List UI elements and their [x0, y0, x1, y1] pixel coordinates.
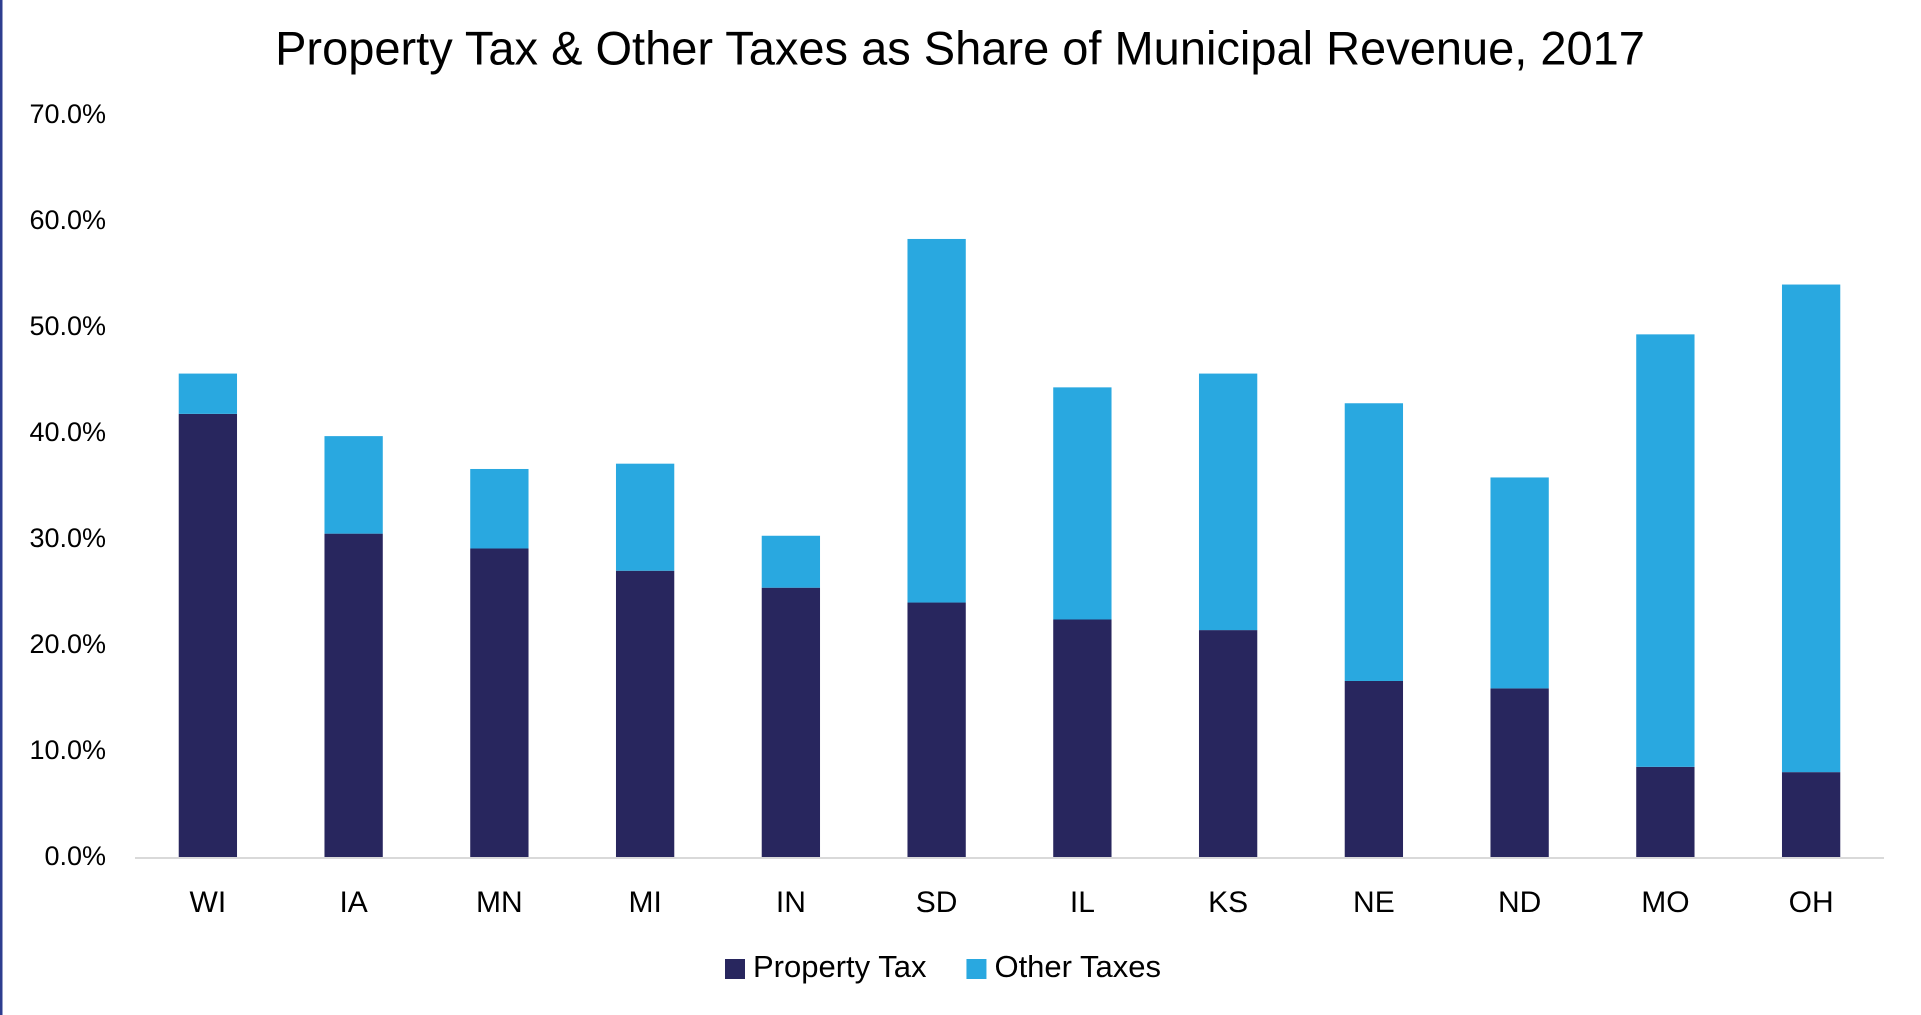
bar-segment: [907, 602, 966, 858]
bar-segment: [178, 413, 238, 858]
x-tick-label: NE: [1353, 886, 1395, 919]
bar-segment: [1053, 619, 1112, 858]
y-tick-label: 60.0%: [29, 205, 106, 235]
y-tick-label: 30.0%: [29, 523, 106, 553]
bar-segment: [324, 533, 383, 858]
chart-title: Property Tax & Other Taxes as Share of M…: [275, 21, 1645, 74]
bar-segment: [1636, 334, 1695, 767]
bar-segment: [1198, 373, 1258, 631]
x-tick-label: IN: [776, 886, 806, 919]
bar-segment: [1053, 387, 1112, 620]
bar-segment: [470, 468, 529, 549]
bar-segment: [1490, 477, 1549, 689]
bar-segment: [615, 463, 675, 571]
x-tick-label: IL: [1070, 886, 1095, 919]
legend-label: Other Taxes: [994, 949, 1161, 984]
legend-label: Property Tax: [753, 949, 927, 984]
y-tick-label: 20.0%: [29, 629, 106, 659]
y-tick-label: 0.0%: [44, 841, 106, 871]
bar-segment: [615, 570, 675, 858]
bar-segment: [1781, 284, 1841, 773]
x-tick-label: KS: [1208, 886, 1248, 919]
bar-segment: [1490, 688, 1549, 858]
x-tick-label: ND: [1498, 886, 1541, 919]
x-tick-label: MI: [628, 886, 661, 919]
x-tick-label: OH: [1789, 886, 1834, 919]
y-tick-label: 10.0%: [29, 735, 106, 765]
bar-segment: [178, 373, 238, 414]
bar-segment: [761, 587, 821, 858]
x-tick-label: SD: [916, 886, 958, 919]
bar-segment: [1344, 403, 1404, 681]
bar-segment: [907, 238, 966, 603]
legend-swatch: [966, 959, 987, 979]
bar-segment: [1636, 766, 1695, 858]
bar-segment: [1781, 772, 1841, 858]
bar-segment: [1198, 630, 1258, 858]
legend-swatch: [725, 959, 745, 979]
bar-segment: [470, 548, 529, 858]
x-tick-label: MO: [1641, 886, 1689, 919]
x-tick-label: MN: [476, 886, 523, 919]
x-tick-label: IA: [339, 886, 367, 919]
bar-segment: [761, 535, 821, 588]
bar-segment: [1344, 680, 1404, 858]
y-tick-label: 50.0%: [29, 311, 106, 341]
x-tick-label: WI: [190, 886, 227, 919]
y-tick-label: 70.0%: [29, 99, 106, 129]
bar-segment: [324, 436, 383, 534]
y-tick-label: 40.0%: [29, 417, 106, 447]
